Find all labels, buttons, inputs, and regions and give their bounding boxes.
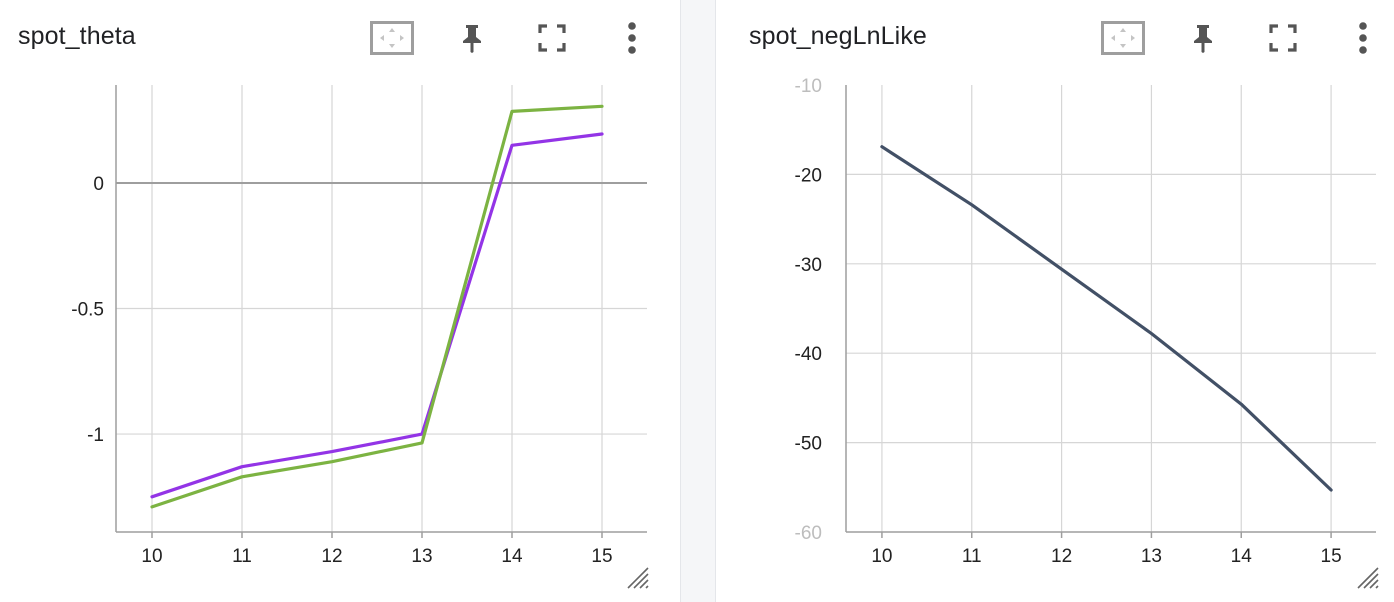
y-tick-label: 0 <box>93 174 104 195</box>
pin-button[interactable] <box>450 18 494 58</box>
fullscreen-icon <box>538 24 566 52</box>
more-vert-icon <box>1359 22 1367 54</box>
fit-domain-icon <box>370 21 414 55</box>
fullscreen-icon <box>1269 24 1297 52</box>
fullscreen-button[interactable] <box>1261 18 1305 58</box>
x-tick-label: 10 <box>871 546 892 567</box>
scalar-card-spot-neglnlike: spot_negLnLike -10 -20 -30 -40 -50 -60 10 11 12 1… <box>716 0 1394 602</box>
x-tick-label: 13 <box>411 546 432 567</box>
line-chart[interactable]: -10 -20 -30 -40 -50 -60 10 11 12 13 14 15 <box>716 0 1394 602</box>
more-options-button[interactable] <box>1341 18 1385 58</box>
series-line-0 <box>150 132 604 499</box>
fit-domain-icon <box>1101 21 1145 55</box>
fit-domain-button[interactable] <box>1101 18 1145 58</box>
x-tick-label: 11 <box>962 546 982 567</box>
x-tick-label: 15 <box>1321 546 1342 567</box>
y-tick-label: -40 <box>795 344 822 365</box>
resize-handle-icon[interactable] <box>624 564 650 590</box>
y-tick-label: -10 <box>795 76 822 97</box>
pin-icon <box>463 25 481 53</box>
card-gutter <box>680 0 716 602</box>
pin-button[interactable] <box>1181 18 1225 58</box>
more-options-button[interactable] <box>610 18 654 58</box>
y-tick-label: -20 <box>795 165 822 186</box>
line-chart[interactable]: 0 -0.5 -1 10 11 12 13 14 15 <box>0 0 680 602</box>
pin-icon <box>1194 25 1212 53</box>
x-tick-label: 14 <box>1231 546 1253 567</box>
x-tick-label: 15 <box>591 546 612 567</box>
card-title: spot_negLnLike <box>749 22 927 50</box>
x-tick-label: 11 <box>232 546 252 567</box>
y-tick-label: -50 <box>795 434 822 455</box>
y-tick-label: -1 <box>87 425 104 446</box>
series-line-0 <box>880 145 1333 492</box>
y-tick-label: -60 <box>795 523 822 544</box>
y-tick-label: -30 <box>795 255 822 276</box>
scalar-card-spot-theta: spot_theta 0 -0.5 -1 10 11 12 13 14 15 <box>0 0 680 602</box>
more-vert-icon <box>628 22 636 54</box>
resize-handle-icon[interactable] <box>1354 564 1380 590</box>
x-tick-label: 13 <box>1141 546 1162 567</box>
fullscreen-button[interactable] <box>530 18 574 58</box>
x-tick-label: 12 <box>1051 546 1072 567</box>
fit-domain-button[interactable] <box>370 18 414 58</box>
x-tick-label: 14 <box>501 546 523 567</box>
x-tick-label: 10 <box>141 546 162 567</box>
series-line-1 <box>150 104 604 509</box>
y-tick-label: -0.5 <box>71 300 104 321</box>
x-tick-label: 12 <box>321 546 342 567</box>
card-title: spot_theta <box>18 22 136 50</box>
